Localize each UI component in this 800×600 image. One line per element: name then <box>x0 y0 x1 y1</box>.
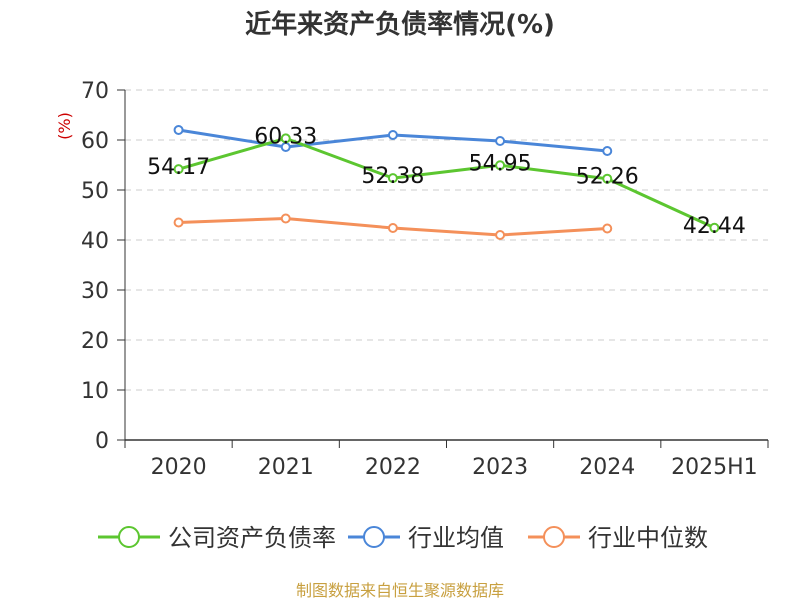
data-point <box>173 164 184 175</box>
data-label: 54.17 <box>147 155 210 180</box>
y-axis-unit-label: (%) <box>55 112 74 140</box>
data-point <box>602 173 613 184</box>
data-point <box>495 136 506 146</box>
x-tick-label: 2024 <box>579 455 635 480</box>
data-label: 52.26 <box>576 165 639 190</box>
series-line <box>178 136 716 230</box>
legend-marker <box>363 526 385 548</box>
y-tick-label: 0 <box>95 429 109 454</box>
legend-marker <box>543 526 565 548</box>
y-tick-label: 20 <box>81 329 109 354</box>
x-tick-label: 2021 <box>258 455 314 480</box>
grid-lines <box>125 89 768 391</box>
data-label: 60.33 <box>254 124 317 149</box>
y-tick-label: 70 <box>81 79 109 104</box>
axes: 0 10 20 30 40 50 60 70 2020 2021 2022 2023 2024 2025H… <box>81 79 769 480</box>
data-point <box>709 222 720 233</box>
legend-label: 行业中位数 <box>588 524 708 552</box>
x-tick-label: 2025H1 <box>671 455 758 480</box>
data-point <box>280 213 291 224</box>
x-tick-label: 2022 <box>365 455 421 480</box>
data-label: 42.44 <box>683 214 746 239</box>
y-tick-label: 40 <box>81 229 109 254</box>
legend-label: 行业均值 <box>408 524 504 552</box>
chart-title: 近年来资产负债率情况(%) <box>245 9 555 40</box>
legend-label: 公司资产负债率 <box>168 524 336 552</box>
x-tick-label: 2020 <box>151 455 207 480</box>
y-tick-label: 60 <box>81 129 109 154</box>
data-point <box>173 217 184 228</box>
y-tick-label: 30 <box>81 279 109 304</box>
data-point <box>387 223 398 233</box>
data-point <box>495 160 506 171</box>
data-label: 52.38 <box>361 164 424 189</box>
y-tick-label: 10 <box>81 379 109 404</box>
data-point <box>173 125 184 135</box>
legend-marker <box>118 526 140 548</box>
data-point <box>602 146 613 156</box>
data-point <box>602 223 613 234</box>
data-point <box>280 133 291 144</box>
data-point <box>387 173 398 184</box>
legend: 公司资产负债率 行业均值 行业中位数 <box>98 524 708 552</box>
data-label: 54.95 <box>469 151 532 176</box>
series-lines <box>173 125 720 240</box>
source-note: 制图数据来自恒生聚源数据库 <box>296 581 504 600</box>
data-point <box>495 230 506 240</box>
x-tick-label: 2023 <box>472 455 528 480</box>
data-point <box>387 130 398 140</box>
data-labels: 54.17 60.33 52.38 54.95 52.26 42.44 <box>147 124 746 238</box>
y-tick-label: 50 <box>81 179 109 204</box>
